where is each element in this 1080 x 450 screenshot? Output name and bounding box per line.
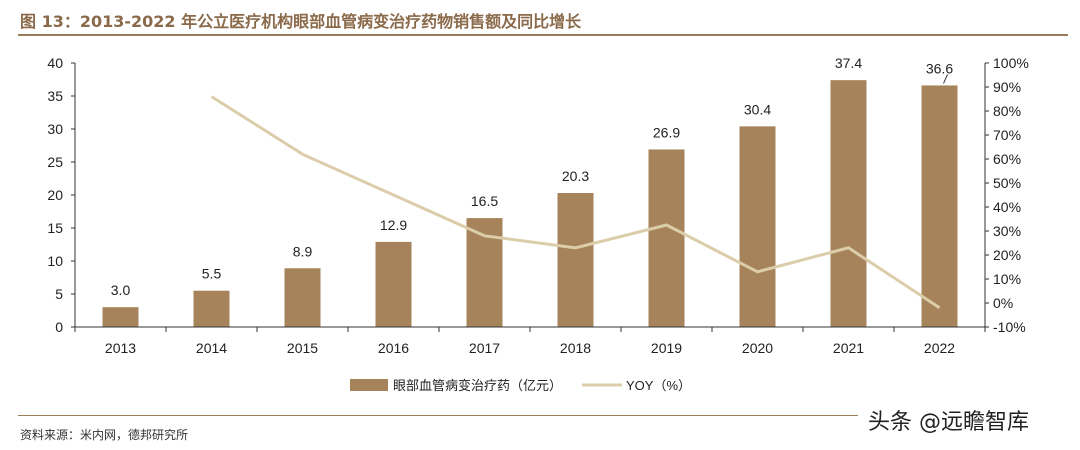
x-tick-label: 2017 — [469, 340, 500, 356]
x-tick-label: 2016 — [378, 340, 409, 356]
bar-data-label: 5.5 — [202, 266, 222, 282]
legend-bar-swatch — [350, 379, 388, 391]
x-tick-label: 2018 — [560, 340, 591, 356]
bar-data-label: 26.9 — [653, 124, 680, 140]
footer-divider — [18, 415, 858, 416]
right-tick-label: 80% — [993, 103, 1021, 119]
source-note: 资料来源：米内网，德邦研究所 — [20, 428, 189, 442]
bar-2014 — [193, 290, 230, 327]
left-tick-label: 25 — [47, 154, 63, 170]
bar-data-label: 36.6 — [926, 60, 953, 76]
left-tick-label: 0 — [55, 319, 63, 335]
x-tick-label: 2014 — [196, 340, 227, 356]
label-leader — [943, 74, 948, 84]
x-tick-label: 2015 — [287, 340, 318, 356]
left-tick-label: 40 — [47, 55, 63, 71]
left-tick-label: 35 — [47, 88, 63, 104]
right-tick-label: 0% — [993, 295, 1013, 311]
bar-data-label: 16.5 — [471, 193, 498, 209]
chart: 0 5 10 15 20 25 30 35 40 -10% 0% 10% 20% 30% 40% 50% 60%… — [47, 55, 1029, 393]
watermark: 头条 @远瞻智库 — [868, 410, 1029, 435]
bar-data-label: 30.4 — [744, 101, 771, 117]
right-tick-label: 60% — [993, 151, 1021, 167]
bar-data-label: 8.9 — [293, 243, 313, 259]
right-tick-label: 50% — [993, 175, 1021, 191]
left-tick-label: 30 — [47, 121, 63, 137]
right-tick-label: 10% — [993, 271, 1021, 287]
bar-2020 — [739, 126, 776, 327]
right-tick-label: 100% — [993, 55, 1029, 71]
x-tick-label: 2021 — [833, 340, 864, 356]
bar-data-label: 12.9 — [380, 217, 407, 233]
legend-bar-label: 眼部血管病变治疗药（亿元） — [393, 378, 562, 393]
left-tick-label: 5 — [55, 286, 63, 302]
left-tick-label: 10 — [47, 253, 63, 269]
legend-line-label: YOY（%） — [626, 378, 691, 393]
right-tick-label: 30% — [993, 223, 1021, 239]
figure-title: 图 13：2013-2022 年公立医疗机构眼部血管病变治疗药物销售额及同比增长 — [20, 12, 582, 31]
x-tick-label: 2020 — [742, 340, 773, 356]
bar-2016 — [375, 241, 412, 327]
right-tick-label: 90% — [993, 79, 1021, 95]
x-tick-label: 2022 — [924, 340, 955, 356]
title-divider — [18, 34, 1068, 36]
right-tick-label: -10% — [993, 319, 1026, 335]
yoy-line — [210, 95, 941, 310]
bar-2013 — [102, 307, 139, 327]
bar-2015 — [284, 268, 321, 327]
right-tick-label: 70% — [993, 127, 1021, 143]
bar-2018 — [557, 193, 594, 327]
left-tick-label: 20 — [47, 187, 63, 203]
right-tick-label: 20% — [993, 247, 1021, 263]
right-tick-label: 40% — [993, 199, 1021, 215]
bar-data-label: 3.0 — [111, 282, 131, 298]
bar-2021 — [830, 80, 867, 327]
bar-2022 — [921, 85, 958, 327]
bar-2019 — [648, 149, 685, 327]
left-tick-label: 15 — [47, 220, 63, 236]
x-tick-label: 2013 — [105, 340, 136, 356]
bar-data-label: 20.3 — [562, 168, 589, 184]
x-tick-label: 2019 — [651, 340, 682, 356]
bar-data-label: 37.4 — [835, 55, 862, 71]
